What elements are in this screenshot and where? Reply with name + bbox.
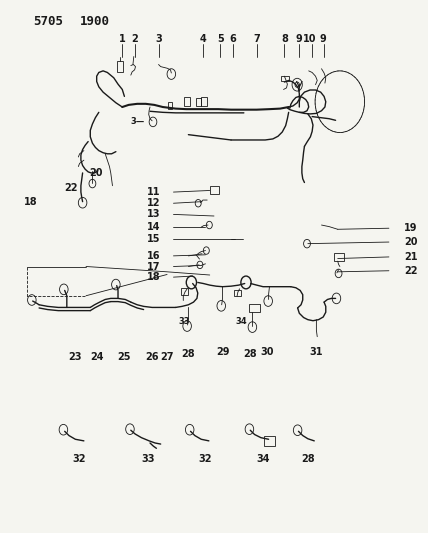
Bar — [210, 186, 219, 194]
Text: 32: 32 — [73, 454, 86, 464]
Text: 22: 22 — [404, 266, 417, 276]
Text: 14: 14 — [147, 222, 160, 232]
Bar — [235, 290, 241, 296]
Bar — [196, 98, 201, 107]
Text: 7: 7 — [253, 34, 260, 44]
Text: 1900: 1900 — [80, 15, 110, 28]
Text: 6: 6 — [230, 34, 237, 44]
Text: 12: 12 — [147, 198, 160, 208]
Text: 32: 32 — [199, 454, 212, 464]
Text: 5705: 5705 — [33, 15, 62, 28]
Bar — [184, 97, 190, 107]
Text: 26: 26 — [146, 352, 159, 362]
Text: 33: 33 — [141, 454, 155, 464]
Text: 23: 23 — [68, 352, 82, 362]
Bar — [117, 61, 123, 72]
Bar — [249, 304, 260, 312]
Text: 4: 4 — [200, 34, 207, 44]
Text: 20: 20 — [89, 168, 103, 178]
Text: 15: 15 — [147, 234, 160, 244]
Text: 16: 16 — [147, 251, 160, 261]
Text: 33: 33 — [178, 317, 190, 326]
Text: 17: 17 — [147, 262, 160, 271]
Text: 24: 24 — [90, 352, 104, 362]
Text: 19: 19 — [404, 223, 417, 233]
Text: 34: 34 — [256, 454, 270, 464]
Text: 11: 11 — [147, 187, 160, 197]
Text: 18: 18 — [147, 272, 160, 282]
Text: 10: 10 — [303, 34, 317, 44]
Text: 5: 5 — [217, 34, 224, 44]
Text: 9: 9 — [319, 34, 326, 44]
Text: 8: 8 — [281, 34, 288, 44]
Text: 34: 34 — [236, 317, 247, 326]
Text: 22: 22 — [65, 183, 78, 193]
Text: 20: 20 — [404, 237, 417, 247]
Bar — [201, 97, 207, 107]
Bar — [168, 102, 172, 109]
Text: 13: 13 — [147, 209, 160, 220]
Text: 31: 31 — [309, 346, 323, 357]
Text: 2: 2 — [132, 34, 138, 44]
Bar — [334, 253, 344, 261]
Text: 27: 27 — [160, 352, 174, 362]
Text: 28: 28 — [244, 349, 257, 359]
Text: 3: 3 — [155, 34, 162, 44]
Bar — [281, 76, 289, 81]
Text: 30: 30 — [261, 346, 274, 357]
Text: 28: 28 — [181, 349, 195, 359]
Text: 9: 9 — [296, 34, 303, 44]
Bar — [265, 436, 275, 446]
Text: 28: 28 — [301, 454, 315, 464]
Text: 29: 29 — [216, 346, 229, 357]
Text: 1: 1 — [119, 34, 126, 44]
Text: 21: 21 — [404, 252, 417, 262]
Text: 25: 25 — [118, 352, 131, 362]
Text: 3—: 3— — [131, 117, 145, 126]
Text: 18: 18 — [24, 197, 38, 207]
Bar — [181, 288, 188, 295]
